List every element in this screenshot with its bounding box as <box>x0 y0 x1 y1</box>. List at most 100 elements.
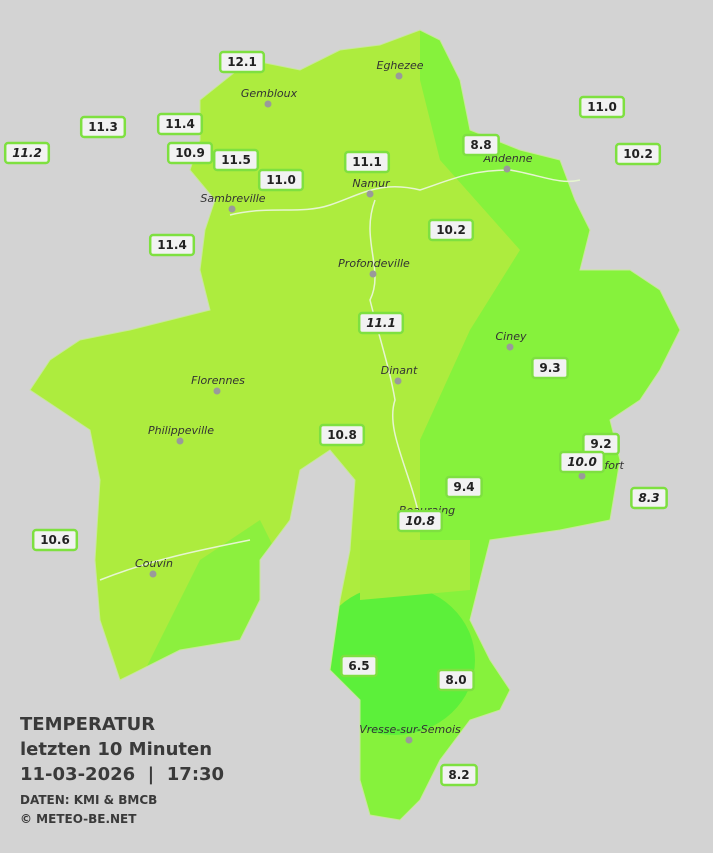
station-value: 8.3 <box>638 491 659 505</box>
station-box <box>340 654 378 678</box>
station-value: 9.4 <box>453 480 474 494</box>
station-box <box>437 668 475 692</box>
station-box <box>31 528 79 552</box>
zone-warm <box>360 540 470 600</box>
station-box <box>318 423 366 447</box>
station: 11.0 <box>257 168 305 192</box>
station: 9.2 <box>582 432 620 456</box>
city-name: Sambreville <box>200 192 265 205</box>
datetime: 11-03-2026 | 17:30 <box>20 764 224 785</box>
city-dot <box>176 437 184 445</box>
labels: EghezeeGemblouxAndenneNamurSambrevillePr… <box>3 50 668 787</box>
station: 9.4 <box>445 475 483 499</box>
station-box <box>3 141 51 165</box>
station: 11.5 <box>212 148 260 172</box>
station-value: 9.2 <box>590 437 611 451</box>
station: 11.0 <box>578 95 626 119</box>
station: 10.9 <box>166 141 214 165</box>
station-value: 10.8 <box>327 428 357 442</box>
station-value: 10.0 <box>567 455 597 469</box>
city-dot <box>369 270 377 278</box>
city-dot <box>395 72 403 80</box>
station-box <box>343 150 391 174</box>
station-value: 8.0 <box>445 673 466 687</box>
station-value: 12.1 <box>227 55 257 69</box>
station-box <box>440 763 478 787</box>
station-box <box>148 233 196 257</box>
station-value: 10.2 <box>436 223 466 237</box>
station-box <box>614 142 662 166</box>
station-value: 10.6 <box>40 533 70 547</box>
station-value: 10.8 <box>405 514 435 528</box>
station-value: 11.4 <box>165 117 195 131</box>
station-value: 11.3 <box>88 120 118 134</box>
station-box <box>558 450 606 474</box>
city-name: Couvin <box>135 557 173 570</box>
station: 10.6 <box>31 528 79 552</box>
station: 8.3 <box>630 486 668 510</box>
city-dot <box>578 472 586 480</box>
city-name: Vresse-sur-Semois <box>359 723 461 736</box>
station-box <box>212 148 260 172</box>
city-dot <box>503 165 511 173</box>
station-value: 8.2 <box>448 768 469 782</box>
station-value: 11.1 <box>366 316 396 330</box>
station: 12.1 <box>218 50 266 74</box>
credit: © METEO-BE.NET <box>20 812 137 826</box>
station-value: 11.4 <box>157 238 187 252</box>
city-dot <box>405 736 413 744</box>
river <box>99 539 251 581</box>
station: 11.4 <box>148 233 196 257</box>
station-box <box>79 115 127 139</box>
city-dot <box>394 377 402 385</box>
city-name: Namur <box>352 177 391 190</box>
station-value: 11.0 <box>266 173 296 187</box>
river <box>369 199 421 521</box>
station-box <box>156 112 204 136</box>
station: 8.2 <box>440 763 478 787</box>
city-name: Gembloux <box>241 87 298 100</box>
station: 11.2 <box>3 141 51 165</box>
station-value: 11.2 <box>12 146 42 160</box>
station-value: 11.0 <box>587 100 617 114</box>
station-box <box>578 95 626 119</box>
city-dot <box>264 100 272 108</box>
station: 11.1 <box>357 311 405 335</box>
station: 6.5 <box>340 654 378 678</box>
station-value: 8.8 <box>470 138 491 152</box>
station-box <box>531 356 569 380</box>
station-value: 10.9 <box>175 146 205 160</box>
city-dot <box>149 570 157 578</box>
station: 9.3 <box>531 356 569 380</box>
station-box <box>630 486 668 510</box>
station-box <box>427 218 475 242</box>
city-name: Profondeville <box>338 257 410 270</box>
station-value: 11.1 <box>352 155 382 169</box>
station: 10.2 <box>614 142 662 166</box>
city-name: Dinant <box>381 364 418 377</box>
city-name: Florennes <box>191 374 245 387</box>
city-dot <box>506 343 514 351</box>
station-box <box>396 509 444 533</box>
city-name: Philippeville <box>148 424 214 437</box>
title: TEMPERATUR <box>20 714 155 735</box>
station-box <box>166 141 214 165</box>
station-value: 11.5 <box>221 153 251 167</box>
station: 10.8 <box>396 509 444 533</box>
station-box <box>462 133 500 157</box>
station-box <box>257 168 305 192</box>
station: 10.8 <box>318 423 366 447</box>
station: 8.0 <box>437 668 475 692</box>
city-name: Ciney <box>496 330 527 343</box>
station: 11.1 <box>343 150 391 174</box>
station: 8.8 <box>462 133 500 157</box>
city-dot <box>228 205 236 213</box>
station-value: 10.2 <box>623 147 653 161</box>
station-box <box>445 475 483 499</box>
city-dot <box>213 387 221 395</box>
station-box <box>218 50 266 74</box>
station: 11.4 <box>156 112 204 136</box>
subtitle: letzten 10 Minuten <box>20 739 212 760</box>
city-name: Eghezee <box>377 59 424 72</box>
station-value: 6.5 <box>348 659 369 673</box>
